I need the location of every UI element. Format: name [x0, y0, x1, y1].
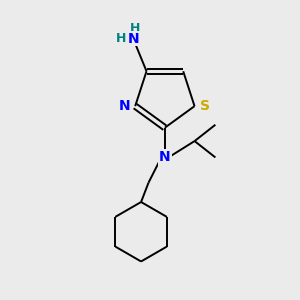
Text: S: S: [200, 99, 210, 113]
Text: H: H: [116, 32, 126, 45]
Text: H: H: [129, 22, 140, 35]
Text: N: N: [127, 32, 139, 46]
Text: N: N: [119, 99, 131, 113]
Text: N: N: [159, 150, 171, 164]
